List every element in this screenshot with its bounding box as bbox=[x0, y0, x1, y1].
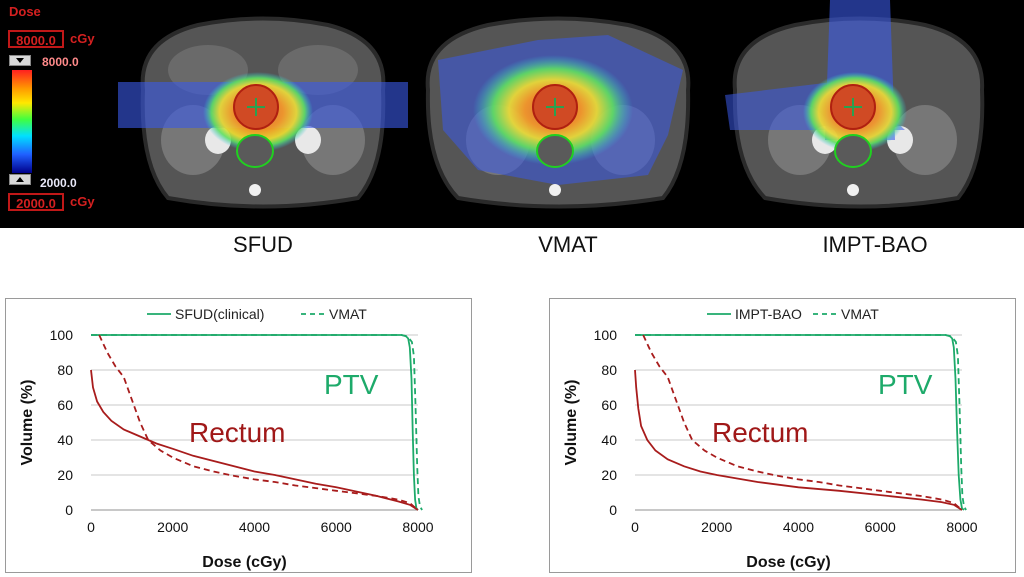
y-tick-label: 0 bbox=[609, 502, 617, 518]
dose-max-field[interactable]: 8000.0 bbox=[8, 30, 64, 48]
y-tick-label: 60 bbox=[601, 397, 617, 413]
x-tick-label: 6000 bbox=[865, 519, 896, 535]
y-tick-label: 40 bbox=[601, 432, 617, 448]
legend-entry: IMPT-BAO bbox=[735, 306, 802, 322]
y-axis-label: Volume (%) bbox=[563, 380, 580, 466]
series-line-ptv-dashed bbox=[91, 334, 423, 511]
series-line-rectum-dashed bbox=[98, 334, 419, 511]
x-tick-label: 0 bbox=[631, 519, 639, 535]
annotation-ptv: PTV bbox=[324, 369, 379, 400]
y-tick-label: 60 bbox=[57, 397, 73, 413]
dvh-chart-right: 0 20 40 60 80 100 0 2000 4000 6000 8000 Dose (cGy) V… bbox=[549, 298, 1016, 573]
dose-distribution-panel: Dose 8000.0 cGy 8000.0 2000.0 2000.0 cGy bbox=[0, 0, 1024, 228]
annotation-rectum: Rectum bbox=[189, 417, 285, 448]
x-tick-label: 0 bbox=[87, 519, 95, 535]
dvh-chart-right-svg: 0 20 40 60 80 100 0 2000 4000 6000 8000 Dose (cGy) V… bbox=[563, 306, 978, 571]
y-tick-label: 100 bbox=[50, 327, 74, 343]
x-tick-label: 8000 bbox=[402, 519, 433, 535]
y-tick-label: 100 bbox=[594, 327, 618, 343]
x-axis-label: Dose (cGy) bbox=[746, 554, 830, 571]
annotation-ptv: PTV bbox=[878, 369, 933, 400]
x-tick-label: 4000 bbox=[239, 519, 270, 535]
series-line-ptv-dashed bbox=[635, 334, 967, 511]
series-line-rectum-solid bbox=[634, 369, 963, 511]
x-axis-label: Dose (cGy) bbox=[202, 554, 286, 571]
x-tick-label: 2000 bbox=[157, 519, 188, 535]
ct-slice-sfud bbox=[118, 16, 408, 209]
dose-scale-title: Dose bbox=[9, 4, 41, 19]
y-tick-label: 80 bbox=[601, 362, 617, 378]
x-tick-label: 8000 bbox=[946, 519, 977, 535]
ct-slice-vmat bbox=[425, 16, 691, 209]
x-tick-label: 2000 bbox=[701, 519, 732, 535]
dose-colorbar bbox=[12, 70, 32, 173]
ct-slice-impt-bao bbox=[725, 0, 985, 209]
dvh-chart-left: 0 20 40 60 80 100 0 2000 4000 6000 8000 Dose (cGy) V… bbox=[5, 298, 472, 573]
series-line-rectum-dashed bbox=[642, 334, 963, 511]
y-tick-label: 40 bbox=[57, 432, 73, 448]
plan-label-impt-bao: IMPT-BAO bbox=[822, 232, 928, 257]
plan-label-vmat: VMAT bbox=[538, 232, 598, 257]
colorbar-min-label: 2000.0 bbox=[40, 176, 77, 190]
dose-max-down-arrow-icon[interactable] bbox=[9, 55, 31, 66]
dvh-chart-left-svg: 0 20 40 60 80 100 0 2000 4000 6000 8000 Dose (cGy) V… bbox=[19, 306, 434, 571]
dose-max-unit: cGy bbox=[70, 31, 95, 46]
dose-min-field[interactable]: 2000.0 bbox=[8, 193, 64, 211]
y-tick-label: 20 bbox=[601, 467, 617, 483]
plan-label-sfud: SFUD bbox=[233, 232, 293, 257]
y-tick-label: 80 bbox=[57, 362, 73, 378]
y-axis-label: Volume (%) bbox=[19, 380, 36, 466]
annotation-rectum: Rectum bbox=[712, 417, 808, 448]
y-tick-label: 20 bbox=[57, 467, 73, 483]
dose-min-up-arrow-icon[interactable] bbox=[9, 174, 31, 185]
legend-entry: SFUD(clinical) bbox=[175, 306, 264, 322]
dose-min-unit: cGy bbox=[70, 194, 95, 209]
x-tick-label: 4000 bbox=[783, 519, 814, 535]
legend-entry: VMAT bbox=[841, 306, 879, 322]
legend-entry: VMAT bbox=[329, 306, 367, 322]
colorbar-max-label: 8000.0 bbox=[42, 55, 79, 69]
x-tick-label: 6000 bbox=[321, 519, 352, 535]
y-tick-label: 0 bbox=[65, 502, 73, 518]
